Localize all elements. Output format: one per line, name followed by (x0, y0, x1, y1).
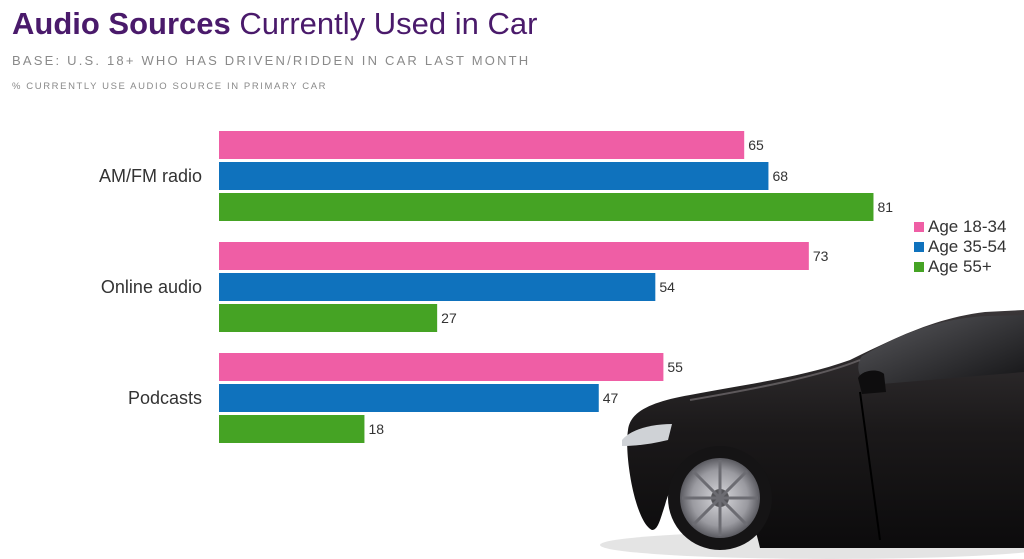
data-label: 55 (667, 359, 683, 375)
category-label: Online audio (101, 277, 202, 297)
data-label: 81 (877, 199, 893, 215)
data-label: 73 (813, 248, 829, 264)
data-label: 65 (748, 137, 764, 153)
chart-title-rest: Currently Used in Car (239, 6, 538, 41)
bar (219, 384, 599, 412)
car-icon (600, 310, 1024, 559)
bar (219, 242, 809, 270)
legend-swatch (914, 242, 924, 252)
category-label: AM/FM radio (99, 166, 202, 186)
legend-label: Age 35-54 (928, 237, 1006, 256)
bar (219, 162, 769, 190)
legend-label: Age 18-34 (928, 217, 1006, 236)
bar (219, 304, 438, 332)
data-label: 27 (441, 310, 457, 326)
bar (219, 273, 656, 301)
legend-swatch (914, 222, 924, 232)
data-label: 18 (368, 421, 384, 437)
chart-subtitle: BASE: U.S. 18+ WHO HAS DRIVEN/RIDDEN IN … (12, 53, 531, 68)
bar (219, 353, 664, 381)
data-label: 47 (603, 390, 619, 406)
legend-label: Age 55+ (928, 257, 992, 276)
chart-measure-note: % CURRENTLY USE AUDIO SOURCE IN PRIMARY … (12, 81, 328, 92)
bar (219, 131, 745, 159)
data-label: 54 (659, 279, 675, 295)
bar (219, 415, 365, 443)
data-label: 68 (772, 168, 788, 184)
chart-title: Audio Sources Currently Used in Car (12, 6, 537, 42)
bar (219, 193, 874, 221)
chart-title-bold: Audio Sources (12, 6, 231, 41)
category-label: Podcasts (128, 388, 202, 408)
legend-swatch (914, 262, 924, 272)
